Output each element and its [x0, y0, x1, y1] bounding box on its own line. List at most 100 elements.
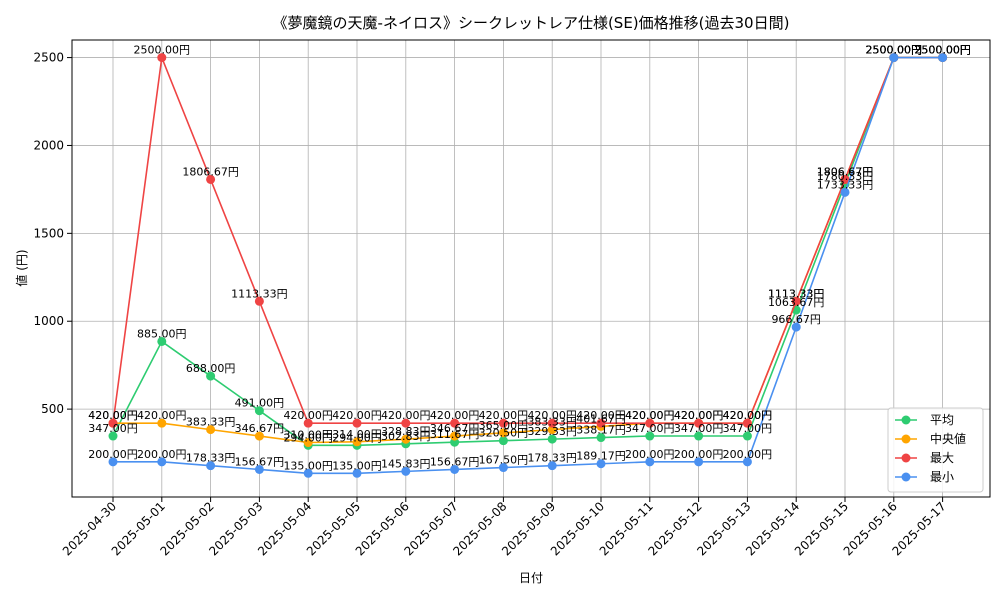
- data-label: 420.00円: [576, 409, 626, 422]
- data-point: [498, 428, 508, 438]
- y-tick-label: 1500: [33, 226, 64, 240]
- data-label: 200.00円: [137, 448, 187, 461]
- data-point: [645, 431, 655, 441]
- data-label: 420.00円: [479, 409, 529, 422]
- data-label: 420.00円: [674, 409, 724, 422]
- series-line: [112, 54, 943, 424]
- data-label: 156.67円: [235, 455, 285, 468]
- series-line: [113, 56, 943, 444]
- series-layer: [108, 53, 948, 478]
- data-label: 1113.33円: [768, 287, 825, 300]
- data-label: 178.33円: [527, 452, 577, 465]
- data-point: [206, 371, 216, 381]
- data-label: 1113.33円: [231, 287, 288, 300]
- data-label: 200.00円: [674, 448, 724, 461]
- data-point: [303, 438, 313, 448]
- data-point: [254, 464, 264, 474]
- data-point: [742, 457, 752, 467]
- data-point: [840, 174, 850, 184]
- data-label: 329.33円: [527, 425, 577, 438]
- data-label: 420.00円: [625, 409, 675, 422]
- data-point: [694, 457, 704, 467]
- data-point: [108, 431, 118, 441]
- data-label: 966.67円: [771, 313, 821, 326]
- data-label: 346.67円: [235, 422, 285, 435]
- data-point: [157, 457, 167, 467]
- data-label: 420.00円: [381, 409, 431, 422]
- data-point: [254, 431, 264, 441]
- legend-marker: [901, 472, 911, 482]
- data-point: [254, 406, 264, 416]
- data-point: [596, 459, 606, 469]
- data-label: 420.00円: [88, 409, 138, 422]
- data-label: 347.00円: [723, 422, 773, 435]
- data-label: 294.00円: [283, 431, 333, 444]
- data-label: 2500.00円: [134, 44, 191, 57]
- data-point: [157, 336, 167, 346]
- data-label: 885.00円: [137, 327, 187, 340]
- data-label: 200.00円: [625, 448, 675, 461]
- y-tick-label: 2000: [33, 138, 64, 152]
- data-label: 420.00円: [723, 409, 773, 422]
- data-label: 420.00円: [430, 409, 480, 422]
- data-label: 135.00円: [332, 459, 382, 472]
- data-point: [206, 174, 216, 184]
- data-label: 167.50円: [479, 454, 529, 467]
- data-label: 200.00円: [723, 448, 773, 461]
- data-point: [694, 418, 704, 428]
- data-label: 178.33円: [186, 452, 236, 465]
- data-point: [206, 425, 216, 435]
- data-point: [791, 296, 801, 306]
- data-point: [596, 418, 606, 428]
- data-labels: 347.00円 885.00円 688.00円 491.00円 294.00円 294.0…: [88, 44, 971, 473]
- data-point: [352, 437, 362, 447]
- data-point: [206, 461, 216, 471]
- data-point: [645, 457, 655, 467]
- data-label: 1806.67円: [182, 165, 239, 178]
- data-point: [401, 434, 411, 444]
- legend-label: 最大: [930, 451, 954, 465]
- data-point: [742, 431, 752, 441]
- y-tick-label: 500: [41, 402, 64, 416]
- data-label: 347.00円: [674, 422, 724, 435]
- data-label: 401.67円: [576, 412, 626, 425]
- data-point: [352, 418, 362, 428]
- data-label: 156.67円: [430, 455, 480, 468]
- data-point: [157, 418, 167, 428]
- data-point: [791, 322, 801, 332]
- data-point: [498, 418, 508, 428]
- data-label: 420.00円: [674, 409, 724, 422]
- data-label: 2500.00円: [866, 44, 923, 57]
- data-point: [498, 436, 508, 446]
- y-tick-label: 1000: [33, 314, 64, 328]
- data-label: 420.00円: [527, 409, 577, 422]
- data-label: 383.33円: [186, 416, 236, 429]
- data-point: [547, 461, 557, 471]
- data-point: [547, 418, 557, 428]
- data-label: 2500.00円: [866, 44, 923, 57]
- data-point: [401, 418, 411, 428]
- data-label: 320.50円: [479, 427, 529, 440]
- data-point: [352, 468, 362, 478]
- x-axis: 2025-04-302025-05-012025-05-022025-05-03…: [60, 497, 949, 558]
- data-label: 420.00円: [88, 409, 138, 422]
- data-label: 420.00円: [332, 409, 382, 422]
- legend-box: [887, 407, 984, 493]
- data-point: [254, 296, 264, 306]
- legend-label: 最小: [930, 470, 954, 484]
- data-point: [157, 53, 167, 63]
- data-label: 311.67円: [430, 428, 480, 441]
- data-label: 383.33円: [527, 416, 577, 429]
- data-point: [450, 418, 460, 428]
- chart-title: 《夢魔鏡の天魔-ネイロス》シークレットレア仕様(SE)価格推移(過去30日間): [273, 14, 790, 32]
- data-label: 420.00円: [723, 409, 773, 422]
- data-point: [450, 431, 460, 441]
- data-label: 2500.00円: [866, 44, 923, 57]
- legend-marker: [901, 415, 911, 425]
- data-label: 328.83円: [381, 425, 431, 438]
- data-label: 491.00円: [235, 397, 285, 410]
- data-label: 1806.67円: [817, 165, 874, 178]
